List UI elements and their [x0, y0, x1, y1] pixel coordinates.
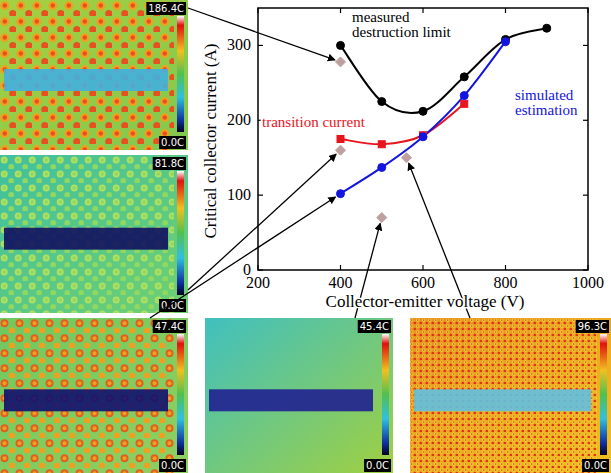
color-bar [177, 334, 184, 455]
temperature-label: 47.4C [155, 321, 184, 332]
series-label: transition current [262, 114, 366, 130]
point [402, 153, 412, 163]
point [378, 98, 386, 106]
emitter-band [4, 389, 168, 411]
label-line: simulated [515, 87, 574, 103]
point [336, 57, 346, 67]
color-bar [382, 334, 389, 455]
x-axis-title: Collector-emitter voltage (V) [326, 292, 525, 311]
x-tick-label: 1000 [572, 274, 604, 291]
point [336, 145, 346, 155]
plot-frame [258, 8, 588, 270]
figure: 186.4C0.0C81.8C0.0C47.4C0.0C45.4C0.0C96.… [0, 0, 611, 473]
label-background [146, 2, 186, 15]
temperature-label: 186.4C [148, 3, 184, 14]
texts: 20040060080010000100200300Collector-emit… [201, 9, 604, 311]
image-background [410, 318, 611, 473]
temperature-label: 0.0C [584, 460, 607, 471]
plot-background [258, 8, 588, 270]
label-background [153, 320, 186, 333]
image-texture [410, 318, 597, 473]
point [337, 41, 345, 49]
emitter-band [209, 389, 373, 411]
point [378, 163, 386, 171]
x-tick-label: 600 [411, 274, 435, 291]
image-texture [0, 155, 174, 313]
thermal-image: 45.4C 0.0C [205, 318, 393, 473]
label-line: destruction limit [352, 24, 452, 40]
color-bar [600, 334, 607, 455]
label-line: measured [352, 9, 410, 25]
temperature-label: 0.0C [161, 460, 184, 471]
temperature-label: 81.8C [155, 158, 184, 169]
image-background [205, 318, 393, 473]
point [419, 133, 427, 141]
label-background [159, 136, 186, 149]
series-label: measureddestruction limit [352, 9, 452, 40]
arrow [150, 197, 335, 318]
emitter-band [4, 228, 168, 250]
thermal-image: 186.4C 0.0C [0, 0, 188, 150]
label-line: estimation [515, 102, 578, 118]
label-background [582, 459, 609, 472]
temperature-label: 45.4C [360, 321, 389, 332]
point [460, 73, 468, 81]
temperature-label: 0.0C [161, 137, 184, 148]
temperature-label: 0.0C [366, 460, 389, 471]
image-texture [0, 0, 174, 150]
y-tick-label: 200 [227, 111, 251, 128]
y-tick-label: 0 [243, 261, 251, 278]
series-line [341, 42, 506, 194]
image-background [0, 318, 188, 473]
label-background [358, 320, 391, 333]
point [337, 136, 344, 143]
image-texture [0, 318, 174, 473]
thermal-image: 81.8C 0.0C [0, 155, 188, 313]
series-label: simulatedestimation [515, 87, 578, 118]
y-axis-title: Critical collector current (A) [201, 44, 220, 239]
thermal-image: 47.4C 0.0C [0, 318, 188, 473]
color-bar [177, 16, 184, 132]
label-background [159, 459, 186, 472]
label-background [576, 320, 609, 333]
plot [258, 8, 588, 270]
emitter-band [4, 69, 168, 91]
temperature-label: 96.3C [578, 321, 607, 332]
data-layer [336, 24, 551, 222]
label-background [364, 459, 391, 472]
point [377, 213, 387, 223]
point [378, 141, 385, 148]
label-background [153, 157, 186, 170]
point [337, 190, 345, 198]
emitter-band [414, 389, 591, 411]
temperature-label: 0.0C [161, 300, 184, 311]
point [461, 100, 468, 107]
x-tick-label: 400 [329, 274, 353, 291]
point [419, 107, 427, 115]
y-tick-label: 100 [227, 186, 251, 203]
color-bar [177, 171, 184, 295]
image-background [0, 0, 188, 150]
point [543, 24, 551, 32]
y-tick-label: 300 [227, 36, 251, 53]
x-tick-label: 800 [494, 274, 518, 291]
point [502, 38, 510, 46]
point [460, 92, 468, 100]
image-background [0, 155, 188, 313]
thermal-image: 96.3C 0.0C [410, 318, 611, 473]
